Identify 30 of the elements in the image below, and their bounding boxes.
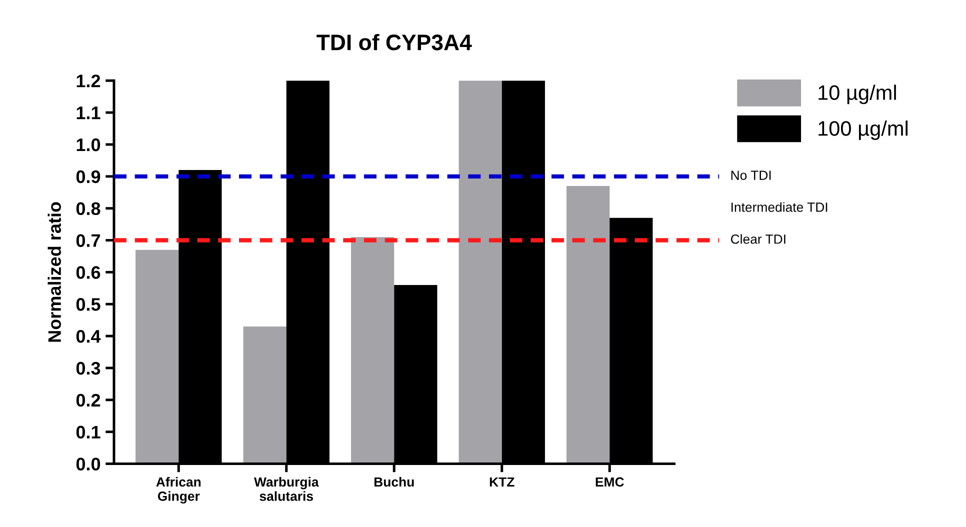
bar [136, 250, 179, 464]
x-tick-label: Warburgia salutaris [254, 476, 319, 501]
y-tick-label: 0.7 [76, 234, 100, 247]
bar [458, 80, 502, 464]
bar [243, 326, 286, 464]
y-tick-label: 0.2 [76, 394, 100, 407]
y-tick-label: 0.1 [76, 426, 100, 439]
y-tick-label: 0.3 [76, 362, 100, 375]
y-tick-label: 0.5 [76, 298, 100, 311]
legend-label: 100 µg/ml [818, 120, 908, 140]
x-tick-label: Buchu [374, 476, 414, 487]
ref-line-label: No TDI [731, 170, 771, 180]
y-tick-label: 0.8 [76, 202, 100, 216]
y-tick-label: 0.0 [76, 458, 100, 470]
x-tick-label: African Ginger [156, 476, 201, 504]
y-tick-label: 1.2 [76, 74, 100, 88]
bar [566, 186, 610, 464]
chart-title: TDI of CYP3A4 [316, 34, 472, 50]
x-tick-label: KTZ [490, 477, 514, 487]
bar [351, 237, 394, 464]
x-tick-label: EMC [596, 477, 624, 487]
y-tick-label: 1.0 [76, 138, 100, 152]
ref-line-label: Clear TDI [730, 234, 786, 244]
y-tick-label: 1.1 [76, 106, 100, 120]
text: Intermediate TDI [732, 202, 828, 212]
y-axis-title: Normalized ratio [48, 202, 62, 342]
y-tick-label: 0.6 [76, 266, 100, 279]
y-tick-label: 0.9 [76, 170, 100, 184]
legend-label: 10 µg/ml [818, 84, 896, 104]
y-tick-label: 0.4 [76, 330, 101, 343]
